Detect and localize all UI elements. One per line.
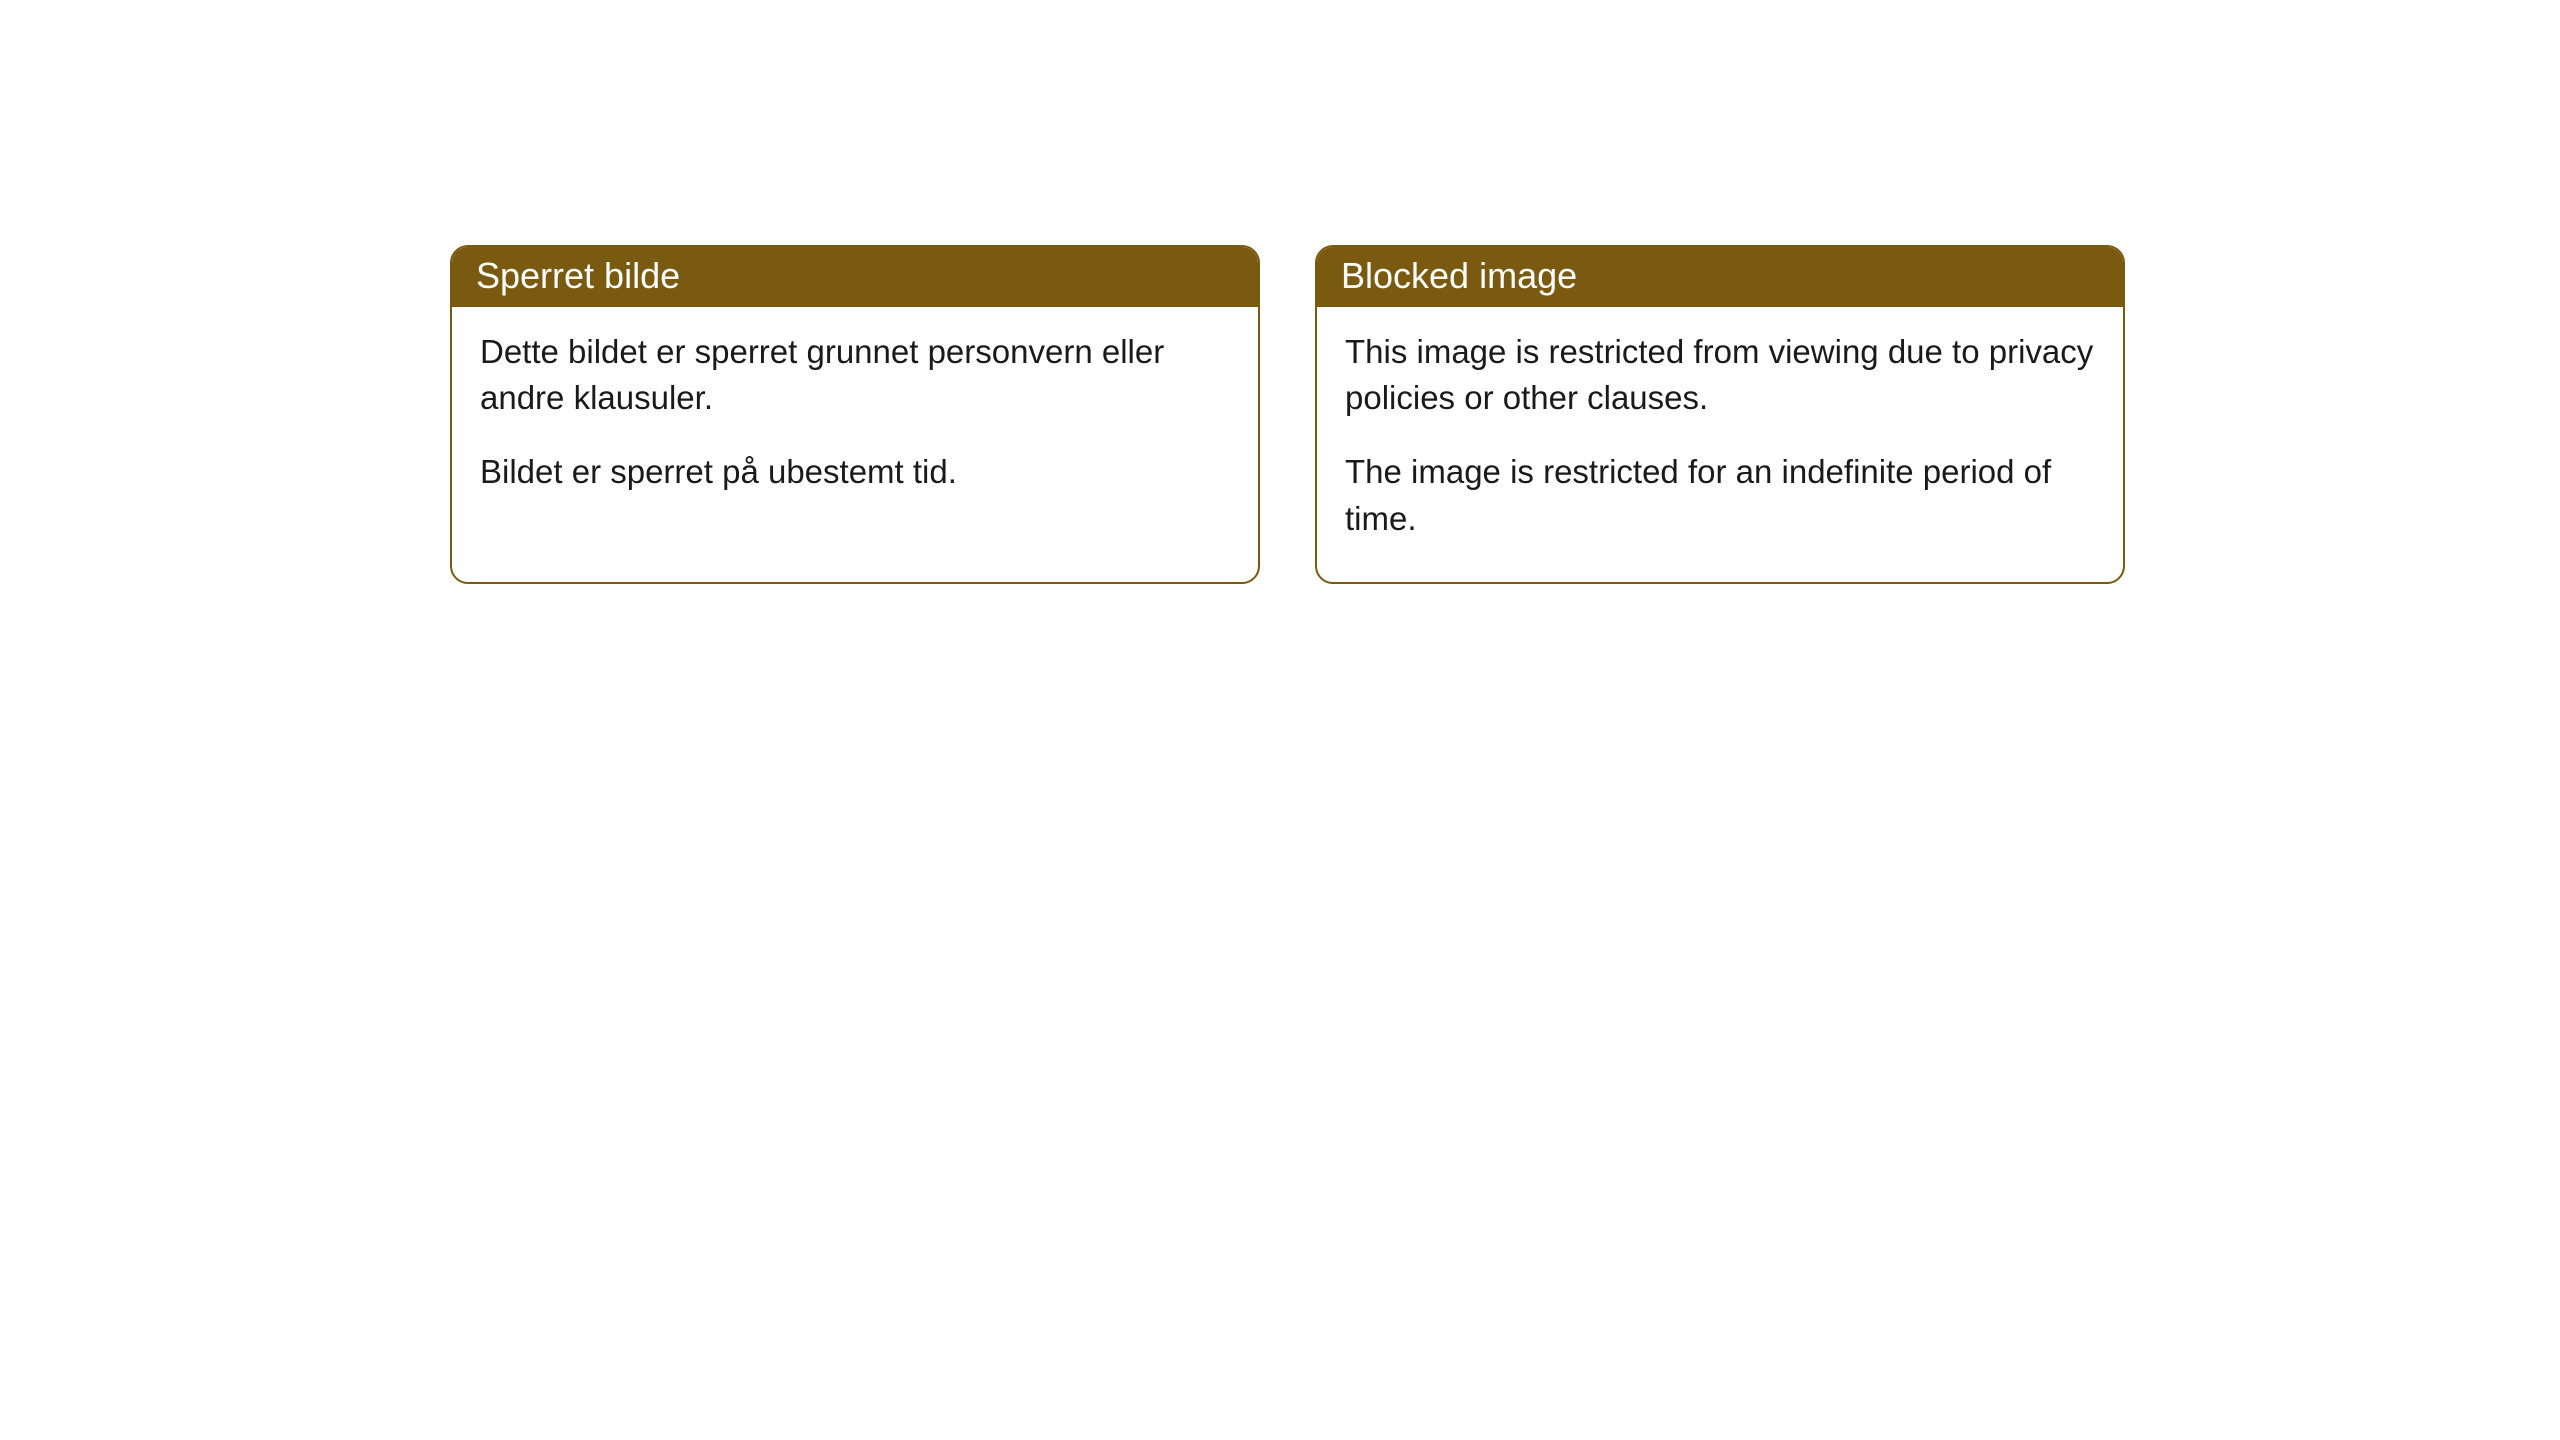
blocked-image-card-en: Blocked image This image is restricted f… <box>1315 245 2125 584</box>
card-body-en: This image is restricted from viewing du… <box>1317 307 2123 582</box>
card-para2-en: The image is restricted for an indefinit… <box>1345 449 2095 541</box>
card-body-no: Dette bildet er sperret grunnet personve… <box>452 307 1258 536</box>
card-para1-no: Dette bildet er sperret grunnet personve… <box>480 329 1230 421</box>
card-para1-en: This image is restricted from viewing du… <box>1345 329 2095 421</box>
blocked-image-card-no: Sperret bilde Dette bildet er sperret gr… <box>450 245 1260 584</box>
card-para2-no: Bildet er sperret på ubestemt tid. <box>480 449 1230 495</box>
card-title-en: Blocked image <box>1341 255 1577 296</box>
notice-cards-container: Sperret bilde Dette bildet er sperret gr… <box>450 245 2125 584</box>
card-header-no: Sperret bilde <box>452 247 1258 307</box>
card-title-no: Sperret bilde <box>476 255 680 296</box>
card-header-en: Blocked image <box>1317 247 2123 307</box>
